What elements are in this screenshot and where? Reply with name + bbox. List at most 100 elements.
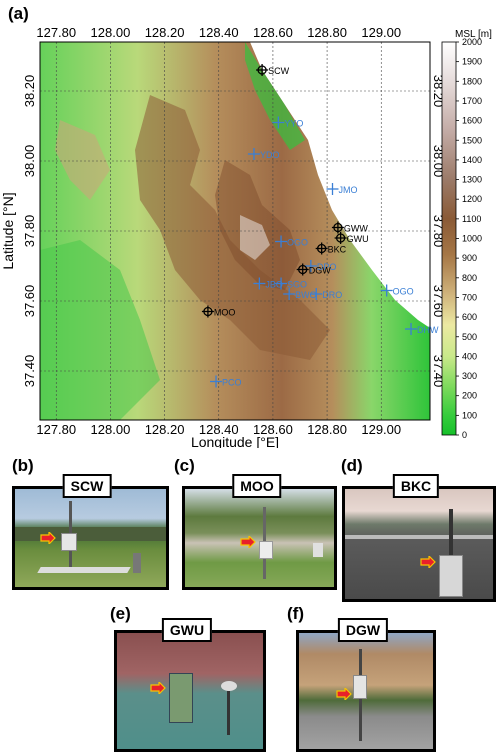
- station-marker: JBO: [253, 277, 283, 290]
- colorbar-tick-label: 0: [462, 430, 467, 440]
- colorbar-tick-label: 2000: [462, 37, 482, 47]
- station-label: BKC: [328, 245, 347, 255]
- elevation-map: 127.80 128.00 128.20 128.40 128.60 128.80 129.…: [0, 25, 492, 448]
- colorbar-tick-label: 800: [462, 273, 477, 283]
- station-marker: YDO: [247, 148, 280, 160]
- station-label: OGO: [287, 238, 308, 248]
- station-marker: YYO: [272, 116, 303, 129]
- station-marker: GWW: [331, 221, 368, 234]
- x-tick-bottom: 127.80: [36, 422, 76, 437]
- station-label: DPO: [317, 262, 337, 272]
- station-marker: DGW: [296, 263, 332, 276]
- panel-e-letter: (e): [110, 604, 131, 623]
- panel-f-letter: (f): [287, 604, 304, 623]
- photo-label-moo: MOO: [232, 474, 282, 498]
- photo-gwu: [114, 630, 266, 752]
- station-marker: BWO: [283, 288, 317, 300]
- colorbar-tick-label: 1700: [462, 96, 482, 106]
- plot-frame: [39, 41, 431, 421]
- colorbar-tick-label: 1900: [462, 57, 482, 67]
- panel-b-letter: (b): [12, 456, 34, 475]
- x-tick-top: 128.00: [91, 25, 131, 40]
- x-tick-top: 128.20: [145, 25, 185, 40]
- photo-label-bkc: BKC: [392, 474, 440, 498]
- station-label: SGO: [287, 280, 307, 290]
- station-marker: SCW: [256, 64, 290, 76]
- lowland: [245, 42, 305, 150]
- lowland: [40, 240, 160, 420]
- mountain-ridge: [135, 95, 330, 360]
- x-tick-top: 129.00: [361, 25, 401, 40]
- station-label: DGW: [309, 266, 332, 276]
- arrow-icon: [150, 682, 166, 694]
- colorbar-tick-label: 600: [462, 312, 477, 322]
- colorbar-tick-label: 700: [462, 292, 477, 302]
- station-label: PCO: [222, 378, 242, 388]
- station-marker: DHW: [405, 323, 439, 335]
- station-marker: JMO: [326, 183, 358, 195]
- x-tick-top: 127.80: [36, 25, 76, 40]
- colorbar-title: MSL [m]: [455, 29, 492, 40]
- arrow-icon: [240, 536, 256, 548]
- photo-label-dgw: DGW: [337, 618, 389, 642]
- station-label: BWO: [295, 290, 317, 300]
- colorbar-tick-label: 900: [462, 253, 477, 263]
- x-tick-bottom: 128.80: [307, 422, 347, 437]
- y-tick-left: 37.40: [22, 355, 37, 388]
- mountain-ridge: [55, 120, 110, 200]
- colorbar-tick-label: 1500: [462, 135, 482, 145]
- station-marker: DRO: [310, 288, 342, 300]
- station-label: JBO: [265, 280, 283, 290]
- station-label: JMO: [339, 185, 358, 195]
- y-tick-left: 38.20: [22, 75, 37, 108]
- colorbar-tick-label: 1400: [462, 155, 482, 165]
- station-marker: PCO: [210, 375, 242, 388]
- x-tick-top: 128.60: [253, 25, 293, 40]
- x-tick-bottom: 128.40: [199, 422, 239, 437]
- station-marker: OGO: [275, 235, 308, 248]
- station-marker: GWU: [334, 232, 369, 244]
- arrow-icon: [420, 556, 436, 568]
- photo-bkc: [342, 486, 496, 602]
- x-tick-bottom: 129.00: [361, 422, 401, 437]
- photo-dgw: [296, 630, 436, 752]
- arrow-icon: [40, 532, 56, 544]
- station-marker: DPO: [304, 260, 337, 272]
- colorbar-tick-label: 1200: [462, 194, 482, 204]
- colorbar-tick-label: 100: [462, 410, 477, 420]
- colorbar-tick-label: 300: [462, 371, 477, 381]
- photo-label-scw: SCW: [62, 474, 112, 498]
- x-tick-top: 128.80: [307, 25, 347, 40]
- station-label: SCW: [268, 66, 290, 76]
- station-label: GWW: [344, 224, 368, 234]
- station-label: DHW: [417, 325, 439, 335]
- arrow-icon: [336, 688, 352, 700]
- photo-label-gwu: GWU: [161, 618, 213, 642]
- colorbar: [441, 41, 457, 436]
- y-axis-label: Latitude [°N]: [0, 192, 16, 269]
- y-tick-left: 38.00: [22, 145, 37, 178]
- station-label: YYO: [284, 119, 303, 129]
- station-marker: BKC: [315, 242, 347, 255]
- station-marker: MOO: [201, 305, 236, 318]
- colorbar-tick-label: 1100: [462, 214, 481, 224]
- x-tick-bottom: 128.00: [91, 422, 131, 437]
- x-tick-bottom: 128.60: [253, 422, 293, 437]
- station-label: DRO: [322, 290, 342, 300]
- colorbar-tick-label: 1300: [462, 175, 482, 185]
- colorbar-tick-label: 500: [462, 332, 477, 342]
- station-label: GWU: [347, 234, 369, 244]
- photo-moo: [182, 486, 337, 590]
- x-tick-top: 128.40: [199, 25, 239, 40]
- colorbar-tick-label: 1600: [462, 116, 482, 126]
- panel-a-letter: (a): [8, 4, 29, 23]
- station-label: YDO: [260, 150, 280, 160]
- station-label: MOO: [214, 308, 236, 318]
- photo-scw: [12, 486, 169, 590]
- colorbar-tick-label: 1000: [462, 234, 482, 244]
- x-tick-bottom: 128.20: [145, 422, 185, 437]
- colorbar-tick-label: 1800: [462, 76, 482, 86]
- station-marker: SGO: [275, 277, 307, 290]
- station-marker: OGO: [380, 284, 414, 297]
- station-label: OGO: [393, 287, 414, 297]
